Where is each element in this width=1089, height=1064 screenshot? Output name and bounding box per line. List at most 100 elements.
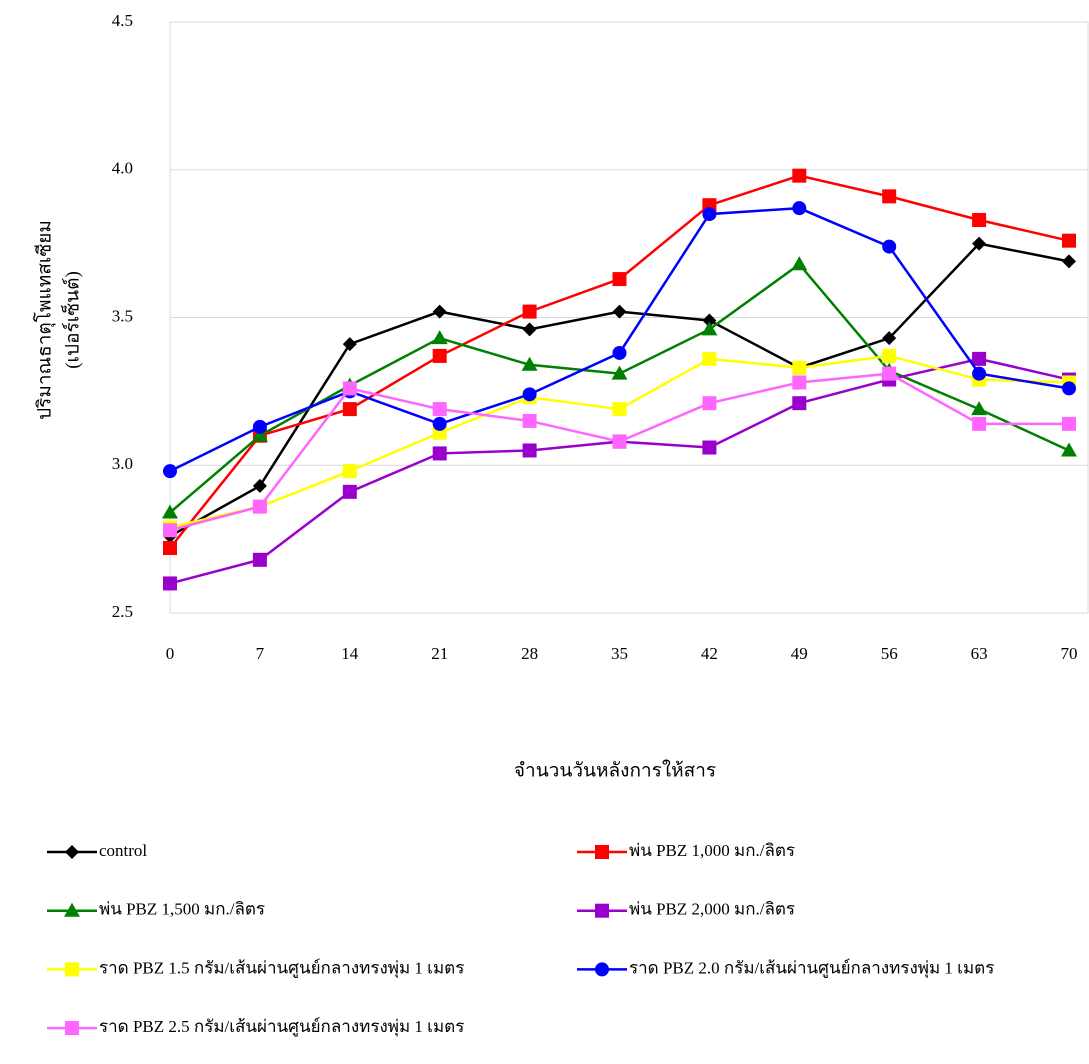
series (163, 352, 1076, 591)
y-tick-label: 2.5 (112, 602, 133, 621)
x-tick-label: 21 (431, 644, 448, 663)
marker (523, 443, 537, 457)
legend-label: พ่น PBZ 2,000 มก./ลิตร (629, 900, 795, 919)
marker (972, 352, 986, 366)
marker (253, 479, 267, 493)
marker (253, 420, 267, 434)
y-tick-label: 4.0 (112, 159, 133, 178)
x-tick-label: 28 (521, 644, 538, 663)
marker (433, 305, 447, 319)
marker (613, 305, 627, 319)
marker (523, 414, 537, 428)
marker (1062, 254, 1076, 268)
marker (595, 845, 609, 859)
x-tick-label: 14 (341, 644, 359, 663)
series (163, 169, 1076, 555)
marker (433, 417, 447, 431)
line (170, 176, 1069, 548)
line (170, 359, 1069, 584)
legend-label: ราด PBZ 2.0 กรัม/เส้นผ่านศูนย์กลางทรงพุ่… (629, 958, 994, 978)
marker (882, 367, 896, 381)
marker (613, 402, 627, 416)
marker (433, 446, 447, 460)
legend-item: พ่น PBZ 2,000 มก./ลิตร (577, 900, 795, 919)
marker (163, 464, 177, 478)
marker (972, 367, 986, 381)
marker (65, 962, 79, 976)
legend-item: พ่น PBZ 1,000 มก./ลิตร (577, 841, 795, 860)
y-axis-title: ปริมาณธาตุโพแทสเซียม (เปอร์เซ็นต์) (32, 220, 83, 420)
marker (882, 349, 896, 363)
series (162, 256, 1077, 518)
marker (433, 349, 447, 363)
marker (163, 576, 177, 590)
line (170, 208, 1069, 471)
marker (65, 1021, 79, 1035)
x-tick-label: 7 (256, 644, 265, 663)
marker (613, 272, 627, 286)
x-tick-label: 49 (791, 644, 808, 663)
marker (65, 845, 79, 859)
marker (792, 201, 806, 215)
legend-item: ราด PBZ 2.0 กรัม/เส้นผ่านศูนย์กลางทรงพุ่… (577, 958, 994, 978)
marker (595, 904, 609, 918)
x-tick-label: 70 (1061, 644, 1078, 663)
legend-label: control (99, 841, 147, 860)
marker (702, 352, 716, 366)
line (170, 264, 1069, 512)
y-tick-label: 3.5 (112, 306, 133, 325)
x-tick-label: 42 (701, 644, 718, 663)
marker (791, 256, 807, 270)
marker (1062, 234, 1076, 248)
legend-item: ราด PBZ 2.5 กรัม/เส้นผ่านศูนย์กลางทรงพุ่… (47, 1017, 464, 1037)
marker (163, 541, 177, 555)
marker (1061, 442, 1077, 456)
marker (882, 189, 896, 203)
line (170, 374, 1069, 531)
legend-item: control (47, 841, 147, 860)
marker (882, 240, 896, 254)
legend-item: ราด PBZ 1.5 กรัม/เส้นผ่านศูนย์กลางทรงพุ่… (47, 958, 464, 978)
marker (343, 381, 357, 395)
marker (343, 464, 357, 478)
marker (433, 402, 447, 416)
marker (972, 213, 986, 227)
marker (523, 387, 537, 401)
marker (432, 330, 448, 344)
legend-item: พ่น PBZ 1,500 มก./ลิตร (47, 900, 265, 919)
x-tick-label: 63 (971, 644, 988, 663)
marker (702, 207, 716, 221)
marker (613, 346, 627, 360)
y-tick-label: 3.0 (112, 454, 133, 473)
marker (702, 396, 716, 410)
marker (1062, 417, 1076, 431)
marker (343, 485, 357, 499)
x-tick-label: 56 (881, 644, 898, 663)
marker (253, 500, 267, 514)
y-axis-title-line: (เปอร์เซ็นต์) (59, 271, 83, 369)
legend-label: ราด PBZ 1.5 กรัม/เส้นผ่านศูนย์กลางทรงพุ่… (99, 958, 464, 978)
marker (523, 305, 537, 319)
x-tick-label: 0 (166, 644, 175, 663)
marker (792, 361, 806, 375)
marker (595, 962, 609, 976)
marker (792, 376, 806, 390)
y-tick-label: 4.5 (112, 11, 133, 30)
marker (343, 337, 357, 351)
x-axis-title: จำนวนวันหลังการให้สาร (514, 759, 716, 781)
chart: จำนวนวันหลังการให้สาร ปริมาณธาตุโพแทสเซี… (0, 0, 1089, 1064)
marker (343, 402, 357, 416)
marker (971, 401, 987, 415)
marker (523, 322, 537, 336)
marker (702, 441, 716, 455)
x-tick-label: 35 (611, 644, 628, 663)
legend-label: ราด PBZ 2.5 กรัม/เส้นผ่านศูนย์กลางทรงพุ่… (99, 1017, 464, 1037)
marker (1062, 381, 1076, 395)
marker (163, 523, 177, 537)
marker (972, 417, 986, 431)
marker (792, 169, 806, 183)
legend-label: พ่น PBZ 1,500 มก./ลิตร (99, 900, 265, 919)
legend-label: พ่น PBZ 1,000 มก./ลิตร (629, 841, 795, 860)
marker (792, 396, 806, 410)
marker (253, 553, 267, 567)
